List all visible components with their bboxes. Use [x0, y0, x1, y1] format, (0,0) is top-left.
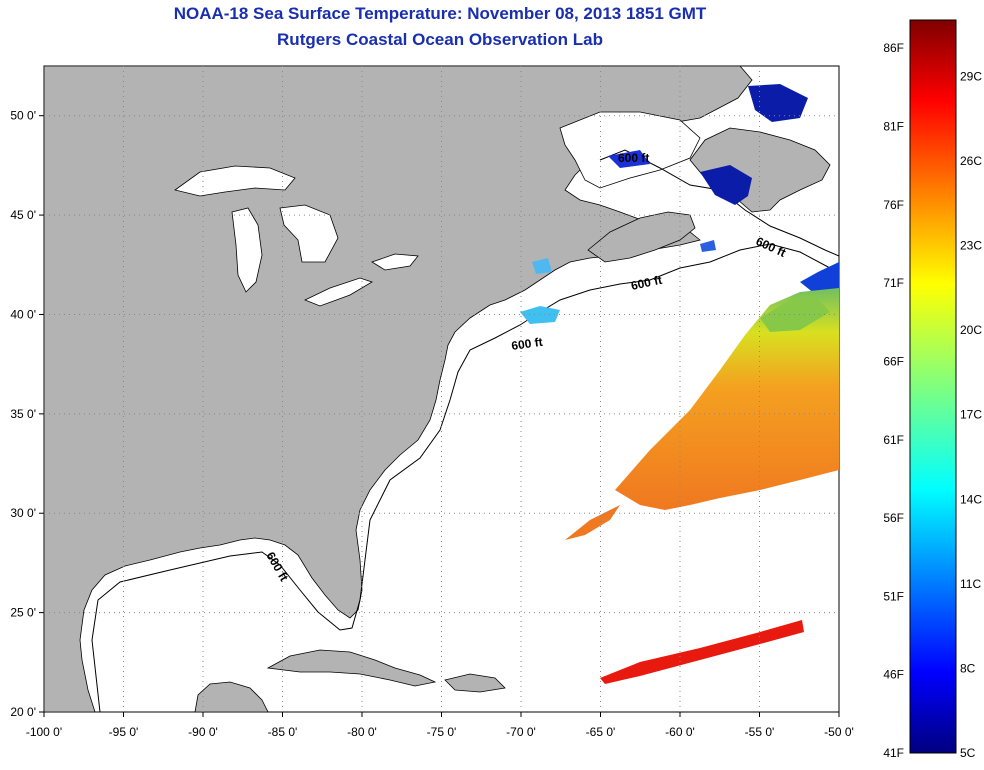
- lon-tick-label: -70 0': [506, 725, 536, 739]
- colorbar-c-label: 26C: [960, 154, 982, 168]
- colorbar-f-label: 61F: [883, 433, 904, 447]
- colorbar-c-label: 5C: [960, 746, 976, 760]
- chart-subtitle: Rutgers Coastal Ocean Observation Lab: [277, 30, 603, 49]
- contour-600ft: [91, 243, 839, 712]
- colorbar-gradient: [909, 19, 957, 754]
- contour-label-4: 600 ft: [510, 335, 543, 353]
- sst-cold-labrador: [748, 84, 808, 122]
- colorbar-f-label: 81F: [883, 120, 904, 134]
- chart-title: NOAA-18 Sea Surface Temperature: Novembe…: [173, 4, 707, 23]
- colorbar-f-label: 51F: [883, 589, 904, 603]
- colorbar-f-label: 41F: [883, 746, 904, 760]
- lat-tick-label: 40 0': [10, 307, 36, 321]
- colorbar-c-label: 8C: [960, 661, 976, 675]
- lon-tick-label: -85 0': [268, 725, 298, 739]
- colorbar-celsius-labels: 29C 26C 23C 20C 17C 14C 11C 8C 5C: [960, 69, 982, 760]
- lake-superior: [174, 165, 296, 197]
- land-north-america: [44, 66, 753, 712]
- lat-tick-label: 35 0': [10, 407, 36, 421]
- sst-cold-sl: [608, 150, 650, 168]
- lon-tick-label: -90 0': [188, 725, 218, 739]
- contour-label-1: 600 ft: [618, 151, 649, 165]
- lon-tick-label: -100 0': [26, 725, 62, 739]
- lon-tick-label: -75 0': [427, 725, 457, 739]
- lat-tick-label: 20 0': [10, 705, 36, 719]
- lon-tick-label: -55 0': [745, 725, 775, 739]
- colorbar-c-label: 29C: [960, 69, 982, 83]
- colorbar-c-label: 14C: [960, 492, 982, 506]
- land-hispaniola: [444, 673, 506, 693]
- lon-tick-label: -60 0': [665, 725, 695, 739]
- lat-tick-label: 45 0': [10, 208, 36, 222]
- sst-swath-tail: [565, 505, 620, 540]
- colorbar-c-label: 11C: [960, 577, 981, 591]
- lake-huron: [279, 204, 339, 263]
- colorbar-fahrenheit-labels: 86F 81F 76F 71F 66F 61F 56F 51F 46F 41F: [883, 41, 904, 760]
- colorbar-f-label: 86F: [883, 41, 904, 55]
- colorbar-f-label: 46F: [883, 668, 904, 682]
- colorbar-f-label: 71F: [883, 276, 904, 290]
- colorbar-f-label: 66F: [883, 354, 904, 368]
- contour-label-3: 600 ft: [630, 273, 664, 293]
- lon-tick-label: -80 0': [347, 725, 377, 739]
- lat-axis: 20 0' 25 0' 30 0' 35 0' 40 0' 45 0' 50 0': [10, 109, 44, 719]
- sst-swath-main: [615, 288, 839, 510]
- gulf-st-lawrence: [559, 111, 701, 189]
- lon-tick-label: -50 0': [824, 725, 854, 739]
- colorbar-c-label: 23C: [960, 239, 982, 253]
- land-nova-scotia: [587, 211, 696, 263]
- sst-cold-newfoundland: [700, 165, 752, 205]
- lon-tick-label: -65 0': [586, 725, 616, 739]
- sst-cyan-gom: [520, 306, 560, 324]
- colorbar-f-label: 76F: [883, 198, 904, 212]
- lat-tick-label: 25 0': [10, 606, 36, 620]
- sst-red-strip: [600, 620, 804, 684]
- lat-tick-label: 50 0': [10, 109, 36, 123]
- lon-axis: -100 0' -95 0' -90 0' -85 0' -80 0' -75 0' -70…: [26, 712, 854, 739]
- lake-erie: [304, 277, 373, 307]
- lake-ontario: [371, 253, 419, 271]
- sst-blue-spot: [700, 240, 716, 252]
- colorbar-c-label: 17C: [960, 408, 982, 422]
- sst-cyan-gom2: [532, 258, 552, 274]
- land-yucatan: [194, 681, 269, 712]
- colorbar-c-label: 20C: [960, 323, 982, 337]
- lon-tick-label: -95 0': [109, 725, 139, 739]
- land-cuba: [266, 649, 437, 687]
- lake-michigan: [231, 207, 263, 293]
- lat-tick-label: 30 0': [10, 506, 36, 520]
- colorbar-f-label: 56F: [883, 511, 904, 525]
